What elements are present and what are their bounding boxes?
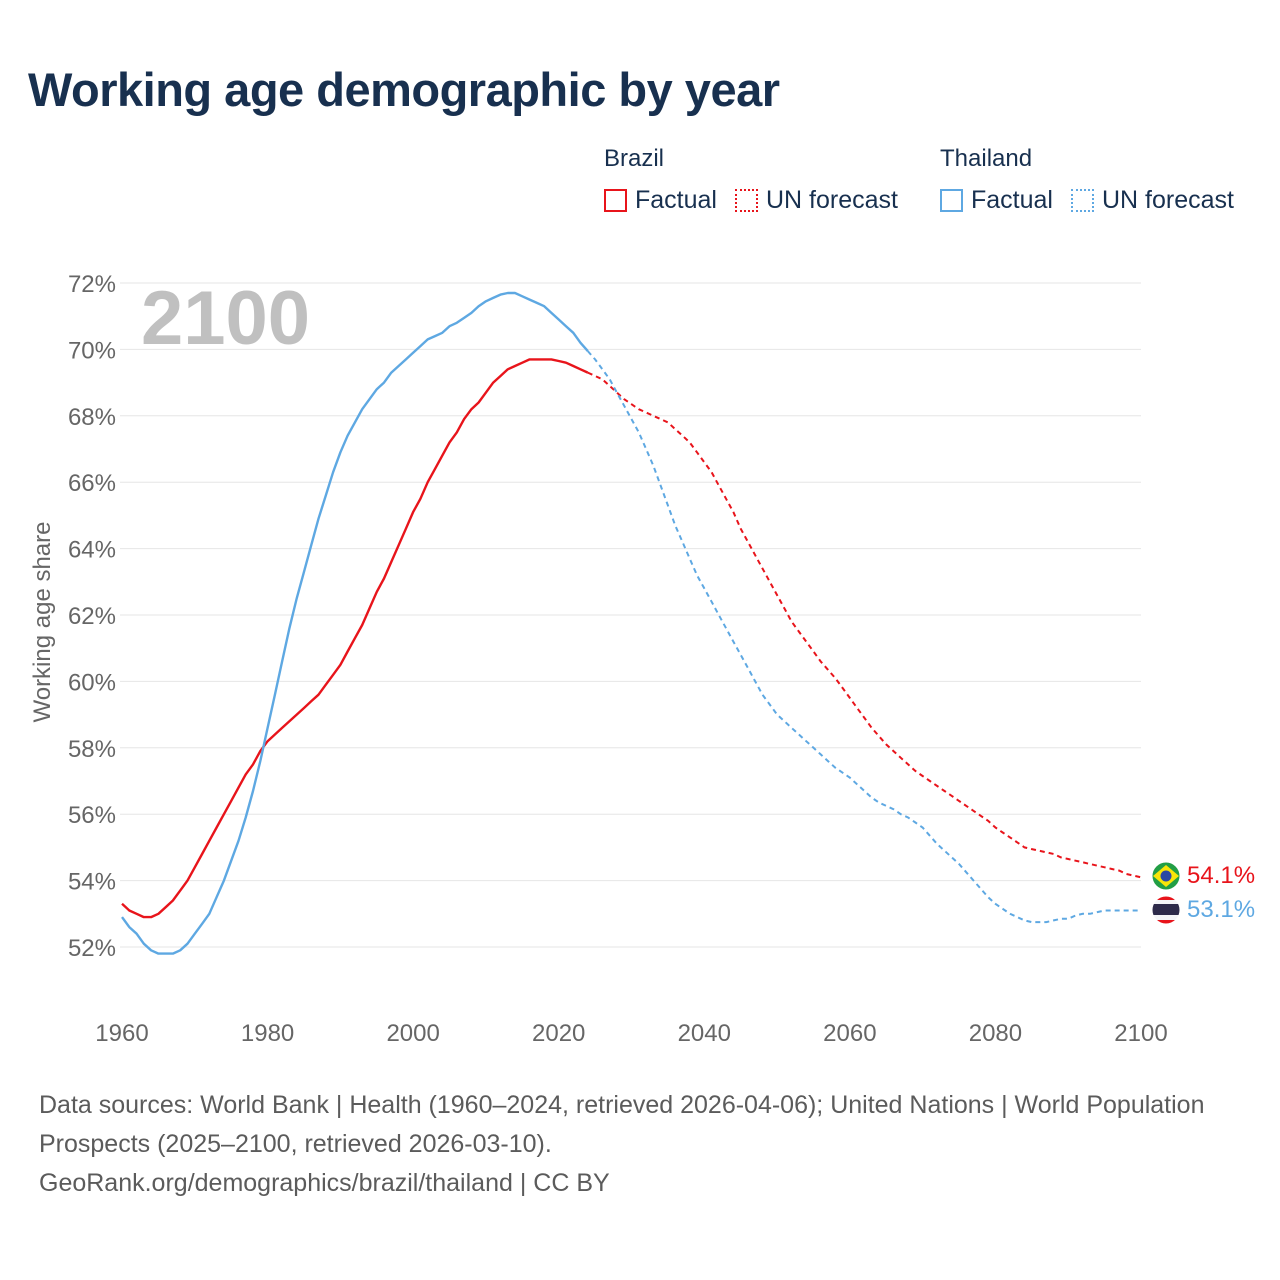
series-lines	[121, 291, 1142, 955]
x-tick-label: 2060	[823, 1020, 876, 1047]
legend-thailand: Thailand Factual UN forecast	[940, 144, 1252, 215]
data-sources: Data sources: World Bank | Health (1960–…	[39, 1086, 1219, 1203]
year-watermark: 2100	[141, 276, 310, 361]
thailand-flag-icon	[1151, 895, 1181, 925]
chart-title: Working age demographic by year	[28, 63, 780, 116]
y-tick-label: 56%	[68, 802, 116, 829]
thailand-forecast-swatch	[1070, 189, 1094, 212]
x-tick-label: 2080	[969, 1020, 1022, 1047]
sources-text: Data sources: World Bank | Health (1960–…	[39, 1091, 1205, 1158]
attribution-link[interactable]: GeoRank.org/demographics/brazil/thailand…	[39, 1169, 610, 1197]
gridlines	[120, 282, 1141, 948]
end-markers	[1151, 861, 1181, 925]
y-tick-label: 54%	[68, 869, 116, 896]
legend-item-brazil-factual[interactable]: Factual	[604, 186, 717, 215]
x-tick-label: 2020	[532, 1020, 585, 1047]
x-tick-label: 2040	[678, 1020, 731, 1047]
y-axis-label: Working age share	[29, 522, 56, 723]
brazil-factual-line	[121, 358, 589, 919]
thailand-factual-line	[121, 291, 589, 955]
legend-brazil: Brazil Factual UN forecast	[604, 144, 916, 215]
x-tick-label: 1980	[241, 1020, 294, 1047]
x-tick-label: 2100	[1114, 1020, 1167, 1047]
brazil-flag-icon	[1151, 861, 1181, 891]
brazil-end-label: 54.1%	[1187, 862, 1255, 889]
legend-country-brazil: Brazil	[604, 145, 665, 172]
x-axis: 1960 1980 2000 2020 2040 2060 2080 2100	[95, 1020, 1167, 1047]
line-chart: 2100 52% 54% 56% 58% 60% 62% 64% 66% 68% 70% 72% 1…	[29, 271, 1255, 1047]
x-tick-label: 2000	[386, 1020, 439, 1047]
brazil-factual-swatch	[604, 189, 627, 212]
y-tick-label: 68%	[68, 404, 116, 431]
legend-country-thailand: Thailand	[940, 145, 1033, 172]
legend-item-thailand-forecast[interactable]: UN forecast	[1070, 186, 1234, 215]
thailand-factual-swatch	[940, 189, 963, 212]
thailand-forecast-line	[587, 350, 1141, 924]
legend-label: Factual	[635, 186, 717, 214]
legend-label: UN forecast	[1101, 186, 1234, 214]
y-axis: 52% 54% 56% 58% 60% 62% 64% 66% 68% 70% 72%	[68, 271, 116, 962]
y-tick-label: 62%	[68, 603, 116, 630]
y-tick-label: 58%	[68, 736, 116, 763]
y-tick-label: 64%	[68, 537, 116, 564]
y-tick-label: 52%	[68, 935, 116, 962]
y-tick-label: 60%	[68, 669, 116, 696]
y-tick-label: 70%	[68, 337, 116, 364]
legend-item-brazil-forecast[interactable]: UN forecast	[734, 186, 898, 215]
thailand-end-label: 53.1%	[1187, 896, 1255, 923]
legend-label: UN forecast	[765, 186, 898, 214]
x-tick-label: 1960	[95, 1020, 148, 1047]
brazil-forecast-line	[587, 371, 1142, 879]
y-tick-label: 66%	[68, 470, 116, 497]
brazil-forecast-swatch	[734, 189, 758, 212]
y-tick-label: 72%	[68, 271, 116, 298]
legend-label: Factual	[971, 186, 1053, 214]
legend-item-thailand-factual[interactable]: Factual	[940, 186, 1053, 215]
